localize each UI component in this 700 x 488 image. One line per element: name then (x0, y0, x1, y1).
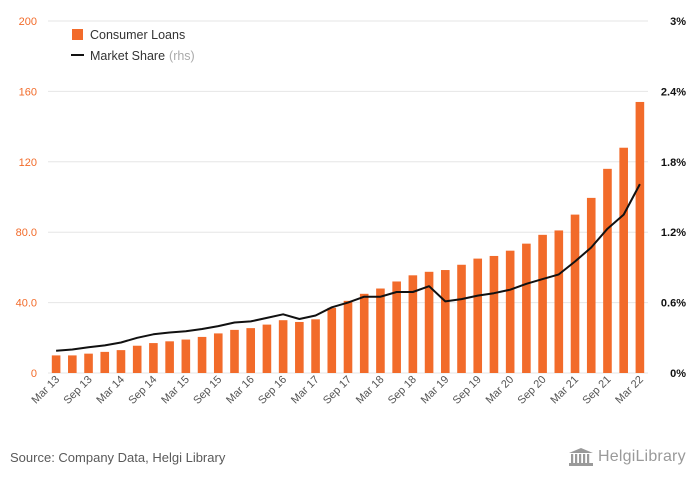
bar (570, 214, 580, 373)
x-tick-label: Mar 16 (224, 374, 257, 407)
y-right-tick-label: 0.6% (661, 298, 686, 310)
bar (149, 343, 158, 373)
x-tick-label: Mar 15 (159, 374, 192, 407)
bar (100, 351, 110, 373)
y-left-tick-label: 0 (31, 368, 37, 380)
bar (327, 307, 337, 373)
line-series-market-share (56, 183, 641, 352)
bar (343, 300, 353, 373)
helgi-library-logo: HelgiLibrary (568, 447, 686, 467)
bar (554, 230, 564, 373)
x-axis: Mar 13 Sep 13 Mar 14 Sep 14 Mar 15 Sep 15 Mar … (30, 374, 646, 407)
bar (262, 324, 272, 373)
bar (392, 281, 401, 373)
bar (359, 293, 369, 373)
y-right-tick-label: 1.8% (661, 157, 686, 169)
y-axis-left: 0 40.0 80.0 120 160 200 (16, 16, 37, 380)
library-building-icon (569, 448, 593, 466)
x-tick-label: Mar 17 (289, 374, 322, 407)
y-right-tick-label: 0% (670, 368, 686, 380)
legend-line-suffix: (rhs) (169, 49, 195, 63)
x-tick-label: Sep 20 (516, 374, 549, 407)
bar (68, 355, 77, 373)
bar (295, 321, 304, 373)
x-tick-label: Sep 21 (580, 374, 613, 407)
bar (376, 288, 385, 373)
y-right-tick-label: 1.2% (661, 227, 686, 239)
x-tick-label: Mar 18 (354, 374, 387, 407)
bar (311, 319, 320, 373)
grid-lines (48, 20, 648, 374)
x-tick-label: Sep 17 (321, 374, 354, 407)
bar (132, 345, 142, 373)
bar (51, 355, 61, 373)
bar (457, 264, 466, 373)
y-left-tick-label: 80.0 (16, 227, 37, 239)
bar (84, 353, 93, 373)
x-tick-label: Mar 20 (484, 374, 517, 407)
legend-line-name: Market Share (90, 49, 165, 63)
bar (505, 250, 515, 373)
bar (278, 320, 288, 373)
y-left-tick-label: 120 (19, 157, 37, 169)
legend-bar-label: Consumer Loans (90, 28, 185, 42)
bar (165, 341, 174, 373)
x-tick-label: Sep 16 (256, 374, 289, 407)
bar (116, 350, 126, 373)
x-tick-label: Mar 14 (94, 374, 127, 407)
legend: Consumer Loans Market Share (rhs) (71, 28, 195, 63)
bar (408, 275, 418, 373)
x-tick-label: Sep 15 (191, 374, 224, 407)
bar (489, 255, 499, 373)
x-tick-label: Mar 22 (613, 374, 646, 407)
bar (603, 168, 612, 373)
logo-text: HelgiLibrary (598, 448, 686, 465)
bar (619, 147, 628, 373)
bar (197, 336, 207, 373)
bar (522, 243, 531, 373)
bar (181, 339, 191, 373)
y-axis-right: 0% 0.6% 1.2% 1.8% 2.4% 3% (661, 16, 686, 380)
x-tick-label: Sep 19 (451, 374, 484, 407)
source-note: Source: Company Data, Helgi Library (10, 450, 226, 465)
bar (538, 234, 547, 373)
bar-series-consumer-loans (51, 101, 645, 374)
x-tick-label: Mar 19 (419, 374, 452, 407)
x-tick-label: Mar 21 (548, 374, 581, 407)
bar (424, 271, 434, 373)
bar (230, 329, 239, 373)
y-right-tick-label: 3% (670, 16, 686, 28)
x-tick-label: Sep 18 (386, 374, 419, 407)
bar (440, 270, 450, 373)
y-right-tick-label: 2.4% (661, 86, 686, 98)
x-tick-label: Sep 14 (126, 374, 159, 407)
y-left-tick-label: 40.0 (16, 298, 37, 310)
legend-line-label: Market Share (rhs) (90, 49, 195, 63)
bar (473, 258, 483, 373)
bar (586, 197, 596, 373)
x-tick-label: Sep 13 (62, 374, 95, 407)
bar (246, 328, 256, 373)
y-left-tick-label: 160 (19, 86, 37, 98)
y-left-tick-label: 200 (19, 16, 37, 28)
bar (635, 101, 645, 374)
market-share-line (56, 183, 641, 352)
bar (213, 333, 223, 373)
legend-bar-swatch (72, 29, 83, 40)
